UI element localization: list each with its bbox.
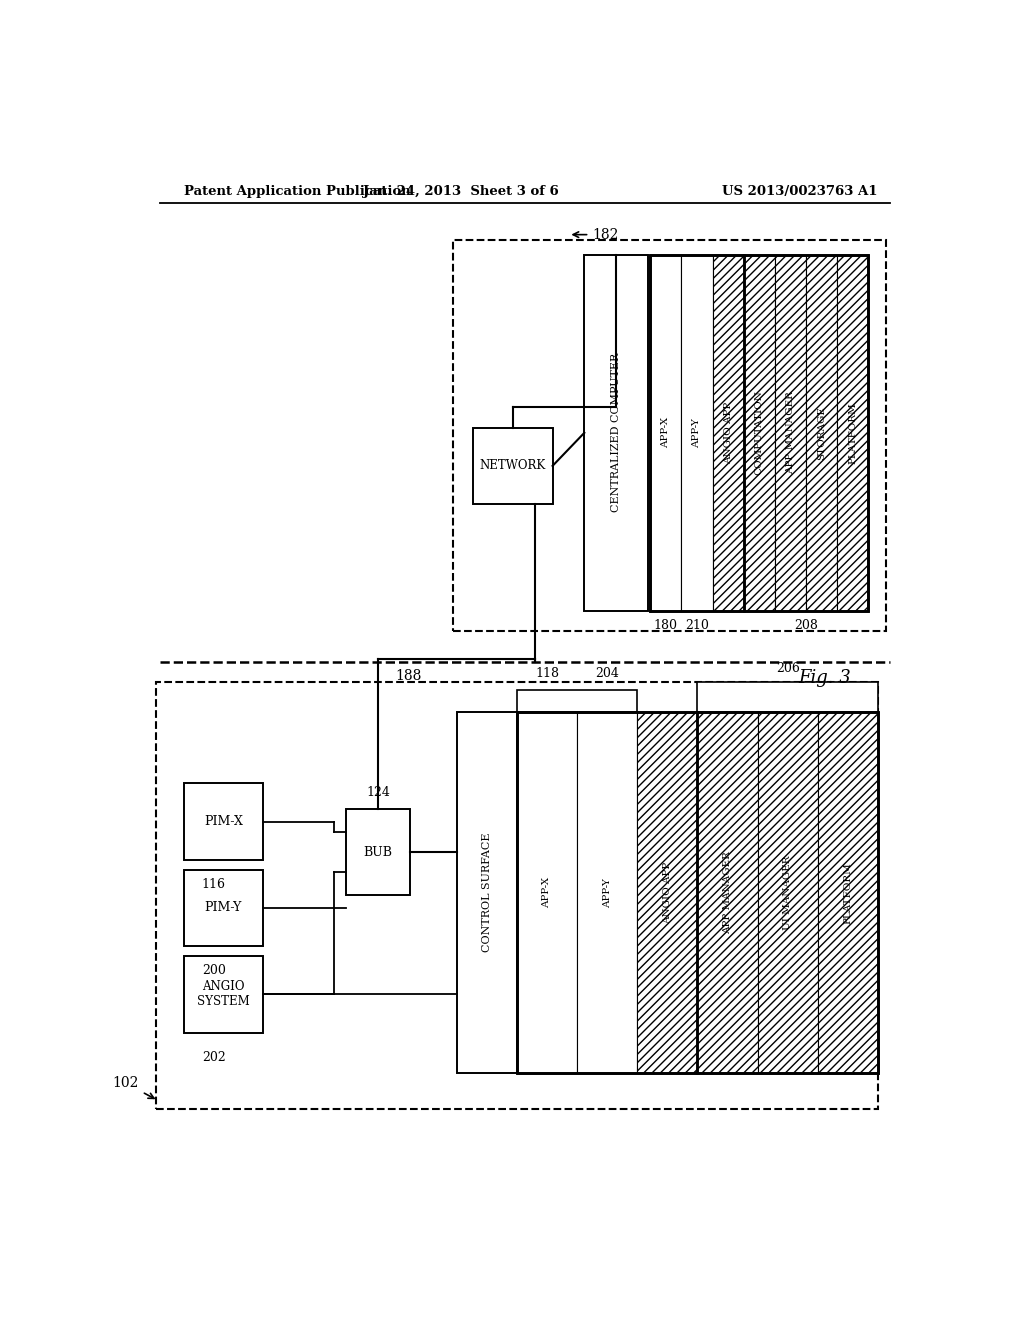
Text: 124: 124	[366, 785, 390, 799]
Text: 208: 208	[795, 619, 818, 632]
Text: ANGIO APP: ANGIO APP	[724, 401, 732, 463]
Bar	[517, 713, 697, 1073]
Text: STORAGE: STORAGE	[817, 405, 826, 459]
Text: CONTROL SURFACE: CONTROL SURFACE	[482, 833, 493, 953]
Bar	[713, 255, 743, 611]
Bar	[743, 255, 775, 611]
Text: PIM-X: PIM-X	[204, 816, 243, 828]
Bar	[650, 255, 868, 611]
Text: APP MANAGER: APP MANAGER	[723, 851, 732, 935]
Bar	[517, 713, 878, 1073]
Bar	[775, 255, 806, 611]
Text: US 2013/0023763 A1: US 2013/0023763 A1	[723, 185, 878, 198]
Bar	[650, 255, 743, 611]
Bar	[454, 240, 886, 631]
Bar	[578, 713, 637, 1073]
Text: 204: 204	[595, 667, 620, 680]
Text: 206: 206	[776, 661, 800, 675]
Bar	[517, 690, 637, 713]
Text: PLATFORM: PLATFORM	[848, 403, 857, 463]
Bar	[517, 713, 578, 1073]
Text: APP-X: APP-X	[543, 878, 552, 908]
Text: 116: 116	[202, 878, 225, 891]
Bar	[743, 255, 868, 611]
Bar	[697, 682, 878, 713]
Bar	[458, 713, 517, 1073]
Bar	[346, 809, 410, 895]
Bar	[183, 870, 263, 946]
Bar	[697, 713, 758, 1073]
Text: Fig. 3: Fig. 3	[799, 669, 851, 686]
Text: 200: 200	[202, 965, 225, 977]
Text: UI MANAGER: UI MANAGER	[783, 855, 793, 931]
Text: ANGIO
SYSTEM: ANGIO SYSTEM	[197, 981, 250, 1008]
Text: APP MANAGER: APP MANAGER	[786, 392, 795, 474]
Text: COMPUTATION: COMPUTATION	[755, 391, 764, 475]
Text: 202: 202	[202, 1051, 225, 1064]
Text: APP-X: APP-X	[662, 417, 671, 449]
Bar	[758, 713, 818, 1073]
Text: ANGIO APP: ANGIO APP	[663, 862, 672, 924]
Text: BUB: BUB	[364, 846, 392, 858]
Text: 182: 182	[573, 227, 618, 242]
Bar	[183, 784, 263, 859]
Text: 210: 210	[685, 619, 709, 632]
Text: 180: 180	[653, 619, 678, 632]
Text: APP-Y: APP-Y	[692, 418, 701, 447]
Bar	[818, 713, 878, 1073]
Bar	[650, 255, 681, 611]
Text: Patent Application Publication: Patent Application Publication	[183, 185, 411, 198]
Bar	[681, 255, 713, 611]
Text: NETWORK: NETWORK	[480, 459, 546, 473]
Bar	[156, 682, 878, 1109]
Text: 118: 118	[535, 667, 559, 680]
Bar	[697, 713, 878, 1073]
Bar	[637, 713, 697, 1073]
Text: CENTRALIZED COMPUTER: CENTRALIZED COMPUTER	[611, 354, 622, 512]
Text: Jan. 24, 2013  Sheet 3 of 6: Jan. 24, 2013 Sheet 3 of 6	[364, 185, 559, 198]
Text: PLATFORM: PLATFORM	[844, 862, 852, 924]
Text: 188: 188	[395, 669, 422, 682]
Bar	[838, 255, 868, 611]
Bar	[806, 255, 838, 611]
Text: 102: 102	[113, 1076, 154, 1098]
Text: APP-Y: APP-Y	[603, 878, 611, 908]
Bar	[183, 956, 263, 1032]
Text: PIM-Y: PIM-Y	[205, 902, 242, 915]
Bar	[585, 255, 648, 611]
Bar	[473, 428, 553, 504]
